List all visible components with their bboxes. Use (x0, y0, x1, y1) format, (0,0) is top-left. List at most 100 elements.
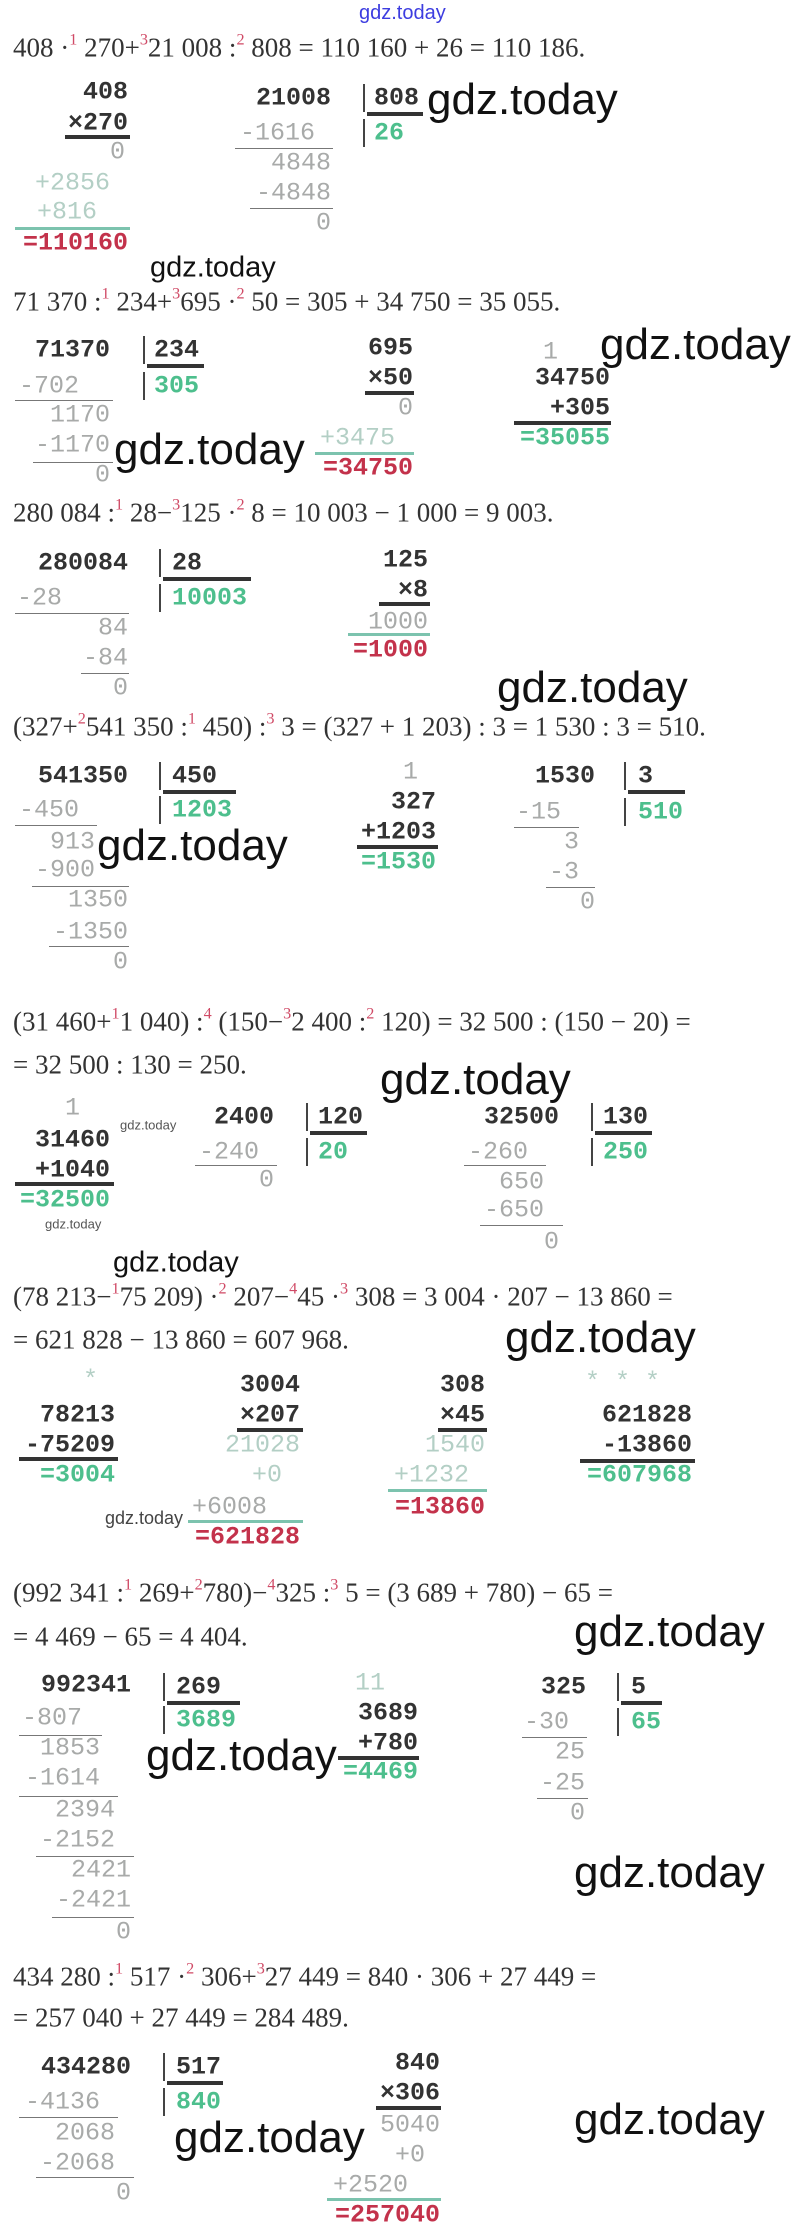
expression-text: 517 · (123, 1961, 187, 1992)
watermark-logo[interactable]: gdz.today (600, 320, 791, 369)
step-order-number: 3 (283, 1004, 292, 1023)
addition-row: 31460 (34, 1125, 110, 1155)
subtraction-line (81, 673, 129, 674)
quotient: 250 (603, 1137, 649, 1167)
watermark-logo[interactable]: gdz.today (574, 1607, 765, 1656)
quotient: 510 (638, 797, 684, 827)
expression-line: 280 084 :1 28−3125 ·2 8 = 10 003 − 1 000… (13, 496, 553, 528)
addition-row: =35055 (519, 423, 610, 453)
subtraction-line (537, 1798, 588, 1799)
division-separator (163, 2053, 165, 2081)
watermark-logo[interactable]: gdz.today (174, 2113, 365, 2162)
watermark-logo[interactable]: gdz.today (113, 1246, 239, 1279)
division-separator (617, 1673, 619, 1701)
division-separator (306, 1103, 308, 1131)
addition-row: 1 (542, 337, 558, 367)
division-row: -84 (82, 643, 128, 673)
subtraction-line (36, 2177, 134, 2178)
expression-line: (327+2541 350 :1 450) :3 3 = (327 + 1 20… (13, 710, 706, 741)
multiplication-row: +2520 (332, 2170, 408, 2200)
watermark-logo[interactable]: gdz.today (105, 1508, 184, 1528)
watermark-logo[interactable]: gdz.today (505, 1313, 696, 1362)
division-separator (159, 796, 161, 824)
divisor: 517 (176, 2052, 222, 2082)
division-row: -15 (515, 797, 561, 827)
multiplication-row: ×270 (67, 108, 128, 138)
division-row: -702 (18, 371, 79, 401)
divisor-bar (167, 1701, 240, 1705)
expression-line: (31 460+11 040) :4 (150−32 400 :2 120) =… (13, 1005, 691, 1037)
division-row: 992341 (40, 1670, 131, 1700)
division-row: -650 (483, 1195, 544, 1225)
expression-line: = 621 828 − 13 860 = 607 968. (13, 1326, 349, 1354)
division-row: -2152 (39, 1825, 115, 1855)
division-row: -4848 (255, 178, 331, 208)
watermark-logo[interactable]: gdz.today (150, 251, 276, 284)
subtraction-line (15, 825, 97, 826)
divisor-bar (628, 790, 685, 794)
result-line (65, 135, 130, 139)
expression-text: (992 341 : (13, 1577, 124, 1608)
multiplication-row: +3475 (319, 423, 395, 453)
expression-text: 808 = 110 160 + 26 = 110 186. (244, 32, 586, 63)
expression-text: 780)− (202, 1577, 268, 1608)
result-line (357, 845, 438, 849)
step-order-number: 3 (256, 1959, 265, 1978)
step-order-number: 3 (139, 30, 148, 49)
division-row: 2421 (70, 1855, 131, 1885)
expression-line: (992 341 :1 269+2780)−4325 :3 5 = (3 689… (13, 1576, 613, 1608)
multiplication-row: +2856 (34, 168, 110, 198)
multiplication-row: 21028 (224, 1430, 300, 1460)
subtraction-line (32, 886, 129, 887)
multiplication-row: =34750 (322, 453, 413, 483)
division-row: -450 (18, 795, 79, 825)
divisor: 130 (603, 1102, 649, 1132)
divisor-bar (367, 112, 423, 116)
watermark-logo[interactable]: gdz.today (574, 1848, 765, 1897)
divisor: 450 (172, 761, 218, 791)
division-row: 32500 (483, 1102, 559, 1132)
expression-text: 5 = (3 689 + 780) − 65 = (338, 1577, 613, 1608)
subtraction-row: 621828 (601, 1400, 692, 1430)
expression-text: 325 : (275, 1577, 331, 1608)
step-order-number: 2 (366, 1004, 375, 1023)
watermark-logo[interactable]: gdz.today (45, 1216, 102, 1232)
subtraction-row: -75209 (24, 1430, 115, 1460)
watermark-logo[interactable]: gdz.today (427, 75, 618, 124)
watermark-logo[interactable]: gdz.today (574, 2095, 765, 2144)
division-separator (159, 762, 161, 790)
watermark-logo[interactable]: gdz.today (380, 1055, 571, 1104)
watermark-logo[interactable]: gdz.today (114, 425, 305, 474)
watermark-logo[interactable]: gdz.today (146, 1731, 337, 1780)
expression-text: 50 = 305 + 34 750 = 35 055. (244, 286, 561, 317)
watermark-logo[interactable]: gdz.today (120, 1117, 177, 1133)
division-row: -1616 (239, 118, 315, 148)
division-row: 84 (97, 613, 128, 643)
division-row: -240 (198, 1137, 259, 1167)
subtraction-line (15, 613, 129, 614)
watermark-logo[interactable]: gdz.today (497, 663, 688, 712)
divisor-bar (310, 1131, 367, 1135)
multiplication-row: =257040 (334, 2200, 440, 2230)
header-watermark[interactable]: gdz.today (359, 2, 446, 24)
expression-line: 71 370 :1 234+3695 ·2 50 = 305 + 34 750 … (13, 285, 561, 317)
divisor-bar (167, 2081, 223, 2085)
addition-row: +1203 (360, 817, 436, 847)
expression-text: 75 209) · (119, 1281, 219, 1312)
division-row: -1170 (34, 430, 110, 460)
addition-row: 327 (390, 787, 436, 817)
step-order-number: 1 (115, 1959, 124, 1978)
division-row: 25 (554, 1737, 585, 1767)
multiplication-row: 1540 (424, 1430, 485, 1460)
multiplication-row: 408 (82, 77, 128, 107)
divisor-bar (163, 577, 251, 581)
division-row: 541350 (37, 761, 128, 791)
division-row: 0 (115, 1917, 131, 1947)
watermark-logo[interactable]: gdz.today (97, 821, 288, 870)
expression-text: = 32 500 : 130 = 250. (13, 1049, 247, 1080)
step-order-number: 1 (101, 284, 110, 303)
division-row: 0 (115, 2178, 131, 2208)
expression-text: 2 400 : (291, 1006, 367, 1037)
expression-text: 28− (123, 497, 173, 528)
subtraction-row: -13860 (601, 1430, 692, 1460)
